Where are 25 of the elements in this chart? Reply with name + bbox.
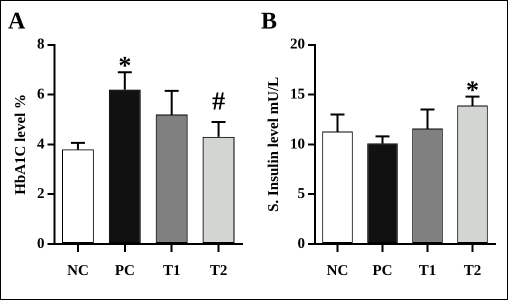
y-tick-label: 8: [36, 36, 44, 53]
y-tick-label: 15: [290, 86, 304, 102]
y-tick-label: 0: [297, 236, 304, 252]
x-tick-label: NC: [66, 262, 88, 279]
y-tick-label: 2: [36, 186, 44, 202]
chart-title: B: [260, 8, 277, 35]
x-tick-label: PC: [372, 262, 392, 279]
y-axis-title: S. Insulin level mU/L: [265, 76, 282, 212]
y-tick-label: 20: [290, 36, 304, 53]
x-tick-label: T1: [162, 262, 180, 279]
y-tick-label: 4: [36, 136, 44, 152]
x-tick-label: T2: [209, 262, 227, 279]
y-tick-label: 6: [36, 86, 44, 102]
x-tick-label: NC: [326, 262, 348, 279]
x-tick-label: PC: [114, 262, 134, 279]
y-tick-label: 10: [290, 136, 304, 152]
annotation: #: [212, 86, 225, 116]
chart-title: A: [8, 8, 26, 35]
y-tick-label: 0: [36, 236, 44, 252]
x-tick-label: T2: [463, 262, 481, 279]
y-tick-label: 5: [297, 186, 304, 202]
annotation: *: [118, 50, 131, 80]
annotation: *: [466, 75, 478, 104]
y-axis-title: HbA1C level %: [12, 94, 28, 195]
x-tick-label: T1: [418, 262, 436, 279]
